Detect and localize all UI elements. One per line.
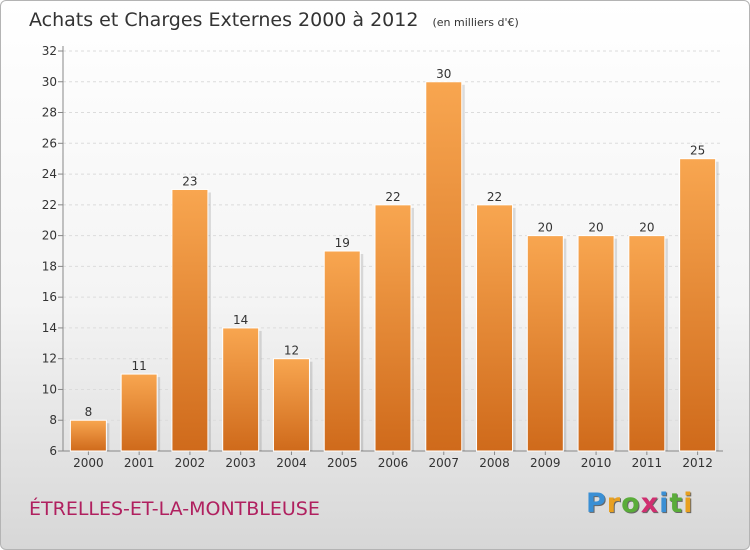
y-tick-label: 12 <box>42 352 57 366</box>
bar-2000 <box>69 419 107 452</box>
y-tick-label: 24 <box>42 167 57 181</box>
y-tick-label: 16 <box>42 290 57 304</box>
chart-title-text: Achats et Charges Externes 2000 à 2012 <box>29 9 419 31</box>
bar-2002 <box>171 188 209 452</box>
logo-letter: r <box>606 488 622 519</box>
data-label: 12 <box>284 344 299 358</box>
x-tick-label: 2012 <box>682 456 713 470</box>
bar-2003 <box>222 327 260 452</box>
data-label: 23 <box>182 174 197 188</box>
bar-2001 <box>120 373 158 452</box>
bar-2010 <box>577 235 615 452</box>
x-tick-label: 2004 <box>276 456 307 470</box>
bars <box>69 81 719 452</box>
data-label: 8 <box>85 405 93 419</box>
x-tick-label: 2002 <box>175 456 206 470</box>
data-label: 20 <box>538 221 553 235</box>
bar-2006 <box>374 204 412 452</box>
data-label: 22 <box>385 190 400 204</box>
data-label: 25 <box>690 144 705 158</box>
logo-letter: x <box>640 488 660 519</box>
data-label: 30 <box>436 67 451 81</box>
logo-letter: i <box>659 488 670 519</box>
proxiti-logo: Proxiti <box>586 488 694 519</box>
y-tick-label: 26 <box>42 136 57 150</box>
bar-2007 <box>425 81 463 452</box>
y-tick-label: 28 <box>42 106 57 120</box>
bar-2009 <box>526 235 564 452</box>
y-tick-label: 8 <box>49 413 57 427</box>
x-tick-label: 2011 <box>632 456 663 470</box>
x-tick-label: 2005 <box>327 456 358 470</box>
data-label: 20 <box>639 221 654 235</box>
y-tick-label: 14 <box>42 321 57 335</box>
bar-2004 <box>272 358 310 452</box>
data-label: 14 <box>233 313 248 327</box>
x-tick-label: 2000 <box>73 456 104 470</box>
bar-2005 <box>323 250 361 452</box>
logo-letter: o <box>621 488 641 519</box>
y-tick-label: 20 <box>42 229 57 243</box>
bar-2011 <box>628 235 666 452</box>
x-tick-label: 2001 <box>124 456 155 470</box>
x-tick-label: 2006 <box>378 456 409 470</box>
labels: 6 8 10 12 14 16 18 20 22 24 26 28 30 32 8 2000 11 2001 23 2… <box>42 44 713 470</box>
chart-subtitle: (en milliers d'€) <box>432 16 519 29</box>
logo-letter: i <box>683 488 694 519</box>
y-tick-label: 32 <box>42 44 57 58</box>
y-tick-label: 6 <box>49 444 57 458</box>
bar-chart: 6 8 10 12 14 16 18 20 22 24 26 28 30 32 8 2000 11 2001 23 2… <box>42 44 723 470</box>
place-name: ÉTRELLES-ET-LA-MONTBLEUSE <box>29 498 320 520</box>
y-tick-label: 10 <box>42 382 57 396</box>
y-tick-label: 22 <box>42 198 57 212</box>
logo-letter: P <box>586 488 607 519</box>
bar-2012 <box>679 158 717 452</box>
data-label: 19 <box>335 236 350 250</box>
x-tick-label: 2009 <box>530 456 561 470</box>
x-tick-label: 2007 <box>428 456 459 470</box>
y-tick-label: 18 <box>42 259 57 273</box>
y-tick-label: 30 <box>42 75 57 89</box>
logo-letter: t <box>669 488 684 519</box>
x-tick-label: 2008 <box>479 456 510 470</box>
x-tick-label: 2010 <box>581 456 612 470</box>
data-label: 22 <box>487 190 502 204</box>
bar-2008 <box>476 204 514 452</box>
chart-title: Achats et Charges Externes 2000 à 2012 (… <box>29 9 519 31</box>
data-label: 20 <box>588 221 603 235</box>
x-tick-label: 2003 <box>225 456 256 470</box>
data-label: 11 <box>132 359 147 373</box>
